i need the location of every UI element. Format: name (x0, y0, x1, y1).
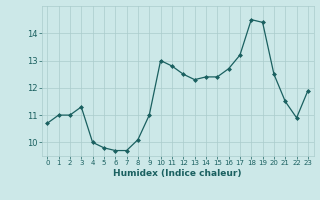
X-axis label: Humidex (Indice chaleur): Humidex (Indice chaleur) (113, 169, 242, 178)
